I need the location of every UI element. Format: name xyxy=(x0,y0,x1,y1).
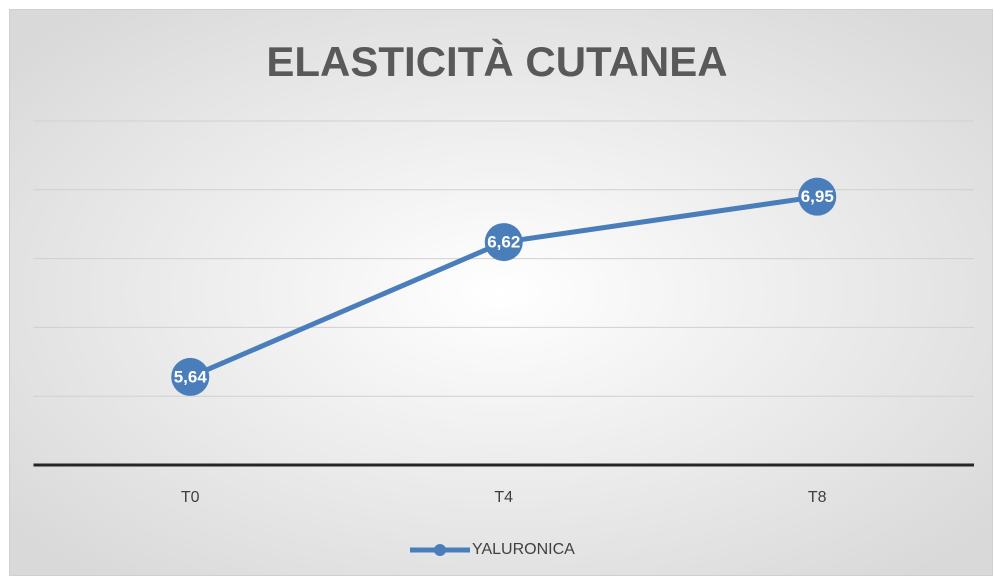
data-label: 6,62 xyxy=(487,233,520,252)
legend-marker xyxy=(434,544,446,556)
data-label: 5,64 xyxy=(174,367,208,386)
legend-label: YALURONICA xyxy=(472,541,575,558)
x-tick-label: T0 xyxy=(181,489,200,506)
chart-title: ELASTICITÀ CUTANEA xyxy=(266,38,727,85)
data-point xyxy=(798,177,837,216)
data-label: 6,95 xyxy=(801,187,834,206)
chart-background xyxy=(9,9,993,576)
x-tick-label: T8 xyxy=(808,489,827,506)
data-point xyxy=(484,223,523,262)
x-tick-label: T4 xyxy=(494,489,513,506)
data-point xyxy=(171,357,210,396)
